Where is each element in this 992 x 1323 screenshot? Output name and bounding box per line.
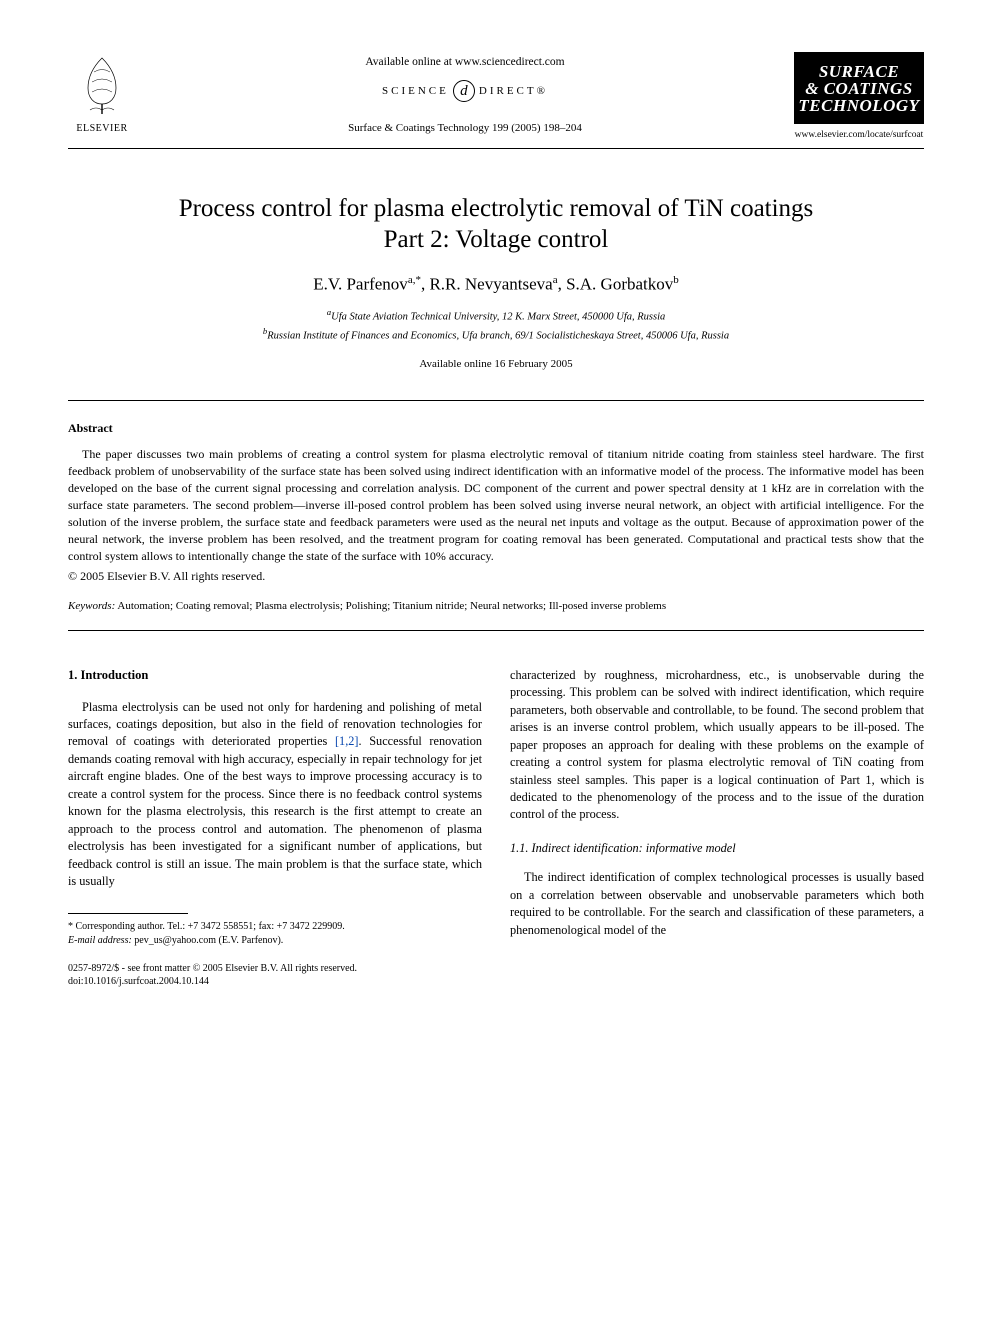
author-2-sup: a — [553, 274, 558, 286]
sd-symbol-icon: d — [453, 80, 475, 102]
citation-link[interactable]: [1,2] — [335, 734, 359, 748]
keywords-line: Keywords: Automation; Coating removal; P… — [68, 600, 924, 612]
author-2-name: R.R. Nevyantseva — [429, 274, 552, 293]
publisher-name: ELSEVIER — [68, 123, 136, 134]
affiliations: aUfa State Aviation Technical University… — [68, 306, 924, 343]
footer-line-2: doi:10.1016/j.surfcoat.2004.10.144 — [68, 975, 482, 989]
author-3-name: S.A. Gorbatkov — [566, 274, 673, 293]
email-value: pev_us@yahoo.com (E.V. Parfenov). — [132, 935, 284, 946]
sciencedirect-logo: SCIENCE d DIRECT® — [382, 80, 548, 102]
post-abstract-divider — [68, 630, 924, 631]
journal-logo-line2: & COATINGS — [796, 80, 922, 97]
email-label: E-mail address: — [68, 935, 132, 946]
journal-logo-line3: TECHNOLOGY — [796, 97, 922, 114]
section-1-heading: 1. Introduction — [68, 667, 482, 685]
keywords-text: Automation; Coating removal; Plasma elec… — [115, 600, 666, 612]
journal-url: www.elsevier.com/locate/surfcoat — [794, 130, 924, 140]
col2-para-1: characterized by roughness, microhardnes… — [510, 667, 924, 824]
footnote-block: * Corresponding author. Tel.: +7 3472 55… — [68, 920, 482, 948]
corresponding-author: * Corresponding author. Tel.: +7 3472 55… — [68, 920, 482, 934]
authors-line: E.V. Parfenova,*, R.R. Nevyantsevaa, S.A… — [68, 274, 924, 295]
paper-title: Process control for plasma electrolytic … — [68, 193, 924, 256]
header-center: Available online at www.sciencedirect.co… — [136, 52, 794, 134]
col1-para-1: Plasma electrolysis can be used not only… — [68, 699, 482, 891]
title-line2: Part 2: Voltage control — [384, 226, 609, 253]
author-3-sup: b — [673, 274, 679, 286]
sd-right-text: DIRECT® — [479, 85, 548, 97]
col1-p1-b: . Successful renovation demands coating … — [68, 734, 482, 888]
journal-logo-line1: SURFACE — [796, 63, 922, 80]
footnote-divider — [68, 913, 188, 914]
available-online-text: Available online at www.sciencedirect.co… — [136, 56, 794, 68]
abstract-heading: Abstract — [68, 421, 924, 436]
publisher-logo: ELSEVIER — [68, 52, 136, 134]
journal-logo-block: SURFACE & COATINGS TECHNOLOGY www.elsevi… — [794, 52, 924, 140]
page-header: ELSEVIER Available online at www.science… — [68, 52, 924, 140]
section-1-1-heading: 1.1. Indirect identification: informativ… — [510, 840, 924, 857]
keywords-label: Keywords: — [68, 600, 115, 612]
footer-line-1: 0257-8972/$ - see front matter © 2005 El… — [68, 962, 482, 976]
pre-abstract-divider — [68, 400, 924, 401]
column-right: characterized by roughness, microhardnes… — [510, 667, 924, 989]
body-columns: 1. Introduction Plasma electrolysis can … — [68, 667, 924, 989]
col2-para-2: The indirect identification of complex t… — [510, 869, 924, 939]
available-date: Available online 16 February 2005 — [68, 358, 924, 370]
author-1-sup: a,* — [408, 274, 421, 286]
affil-a: Ufa State Aviation Technical University,… — [331, 312, 665, 323]
header-divider — [68, 148, 924, 149]
author-1-name: E.V. Parfenov — [313, 274, 408, 293]
journal-reference: Surface & Coatings Technology 199 (2005)… — [136, 122, 794, 134]
sd-left-text: SCIENCE — [382, 85, 449, 97]
column-left: 1. Introduction Plasma electrolysis can … — [68, 667, 482, 989]
footnote-email-line: E-mail address: pev_us@yahoo.com (E.V. P… — [68, 934, 482, 948]
title-line1: Process control for plasma electrolytic … — [179, 195, 814, 222]
copyright-line: © 2005 Elsevier B.V. All rights reserved… — [68, 569, 924, 584]
journal-title-box: SURFACE & COATINGS TECHNOLOGY — [794, 52, 924, 124]
affil-b: Russian Institute of Finances and Econom… — [267, 330, 729, 341]
elsevier-tree-icon — [74, 52, 130, 116]
footer-block: 0257-8972/$ - see front matter © 2005 El… — [68, 962, 482, 989]
abstract-body: The paper discusses two main problems of… — [68, 446, 924, 565]
